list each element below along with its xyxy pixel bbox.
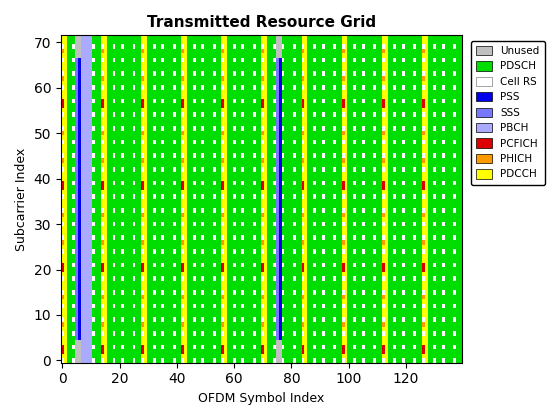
Legend: Unused, PDSCH, Cell RS, PSS, SSS, PBCH, PCFICH, PHICH, PDCCH: Unused, PDSCH, Cell RS, PSS, SSS, PBCH, … <box>471 41 545 185</box>
Y-axis label: Subcarrier Index: Subcarrier Index <box>15 147 28 251</box>
Title: Transmitted Resource Grid: Transmitted Resource Grid <box>147 15 376 30</box>
X-axis label: OFDM Symbol Index: OFDM Symbol Index <box>198 392 324 405</box>
